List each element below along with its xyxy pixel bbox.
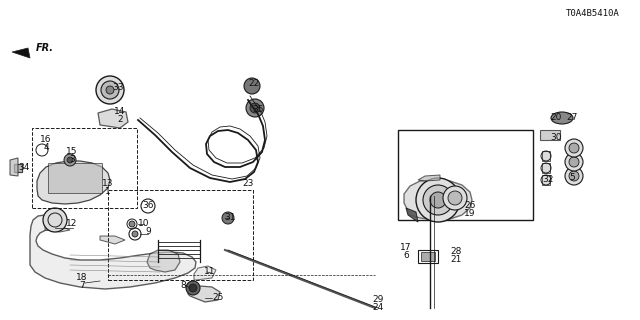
Circle shape xyxy=(186,281,200,295)
Text: 23: 23 xyxy=(243,179,253,188)
Text: 25: 25 xyxy=(212,293,224,302)
Circle shape xyxy=(67,157,73,163)
Text: 34: 34 xyxy=(19,164,29,172)
Polygon shape xyxy=(406,208,418,222)
Polygon shape xyxy=(147,250,180,272)
Text: T0A4B5410A: T0A4B5410A xyxy=(566,10,620,19)
Polygon shape xyxy=(30,215,196,289)
Text: 36: 36 xyxy=(142,201,154,210)
Text: 24: 24 xyxy=(372,302,383,311)
Circle shape xyxy=(106,86,114,94)
Circle shape xyxy=(423,185,453,215)
Polygon shape xyxy=(37,161,110,204)
Circle shape xyxy=(43,208,67,232)
Text: 32: 32 xyxy=(542,175,554,185)
Circle shape xyxy=(416,178,460,222)
Bar xyxy=(48,163,102,193)
Text: 26: 26 xyxy=(464,202,476,211)
Ellipse shape xyxy=(551,112,573,124)
Circle shape xyxy=(96,76,124,104)
Text: 28: 28 xyxy=(451,247,461,257)
Text: 1: 1 xyxy=(105,188,111,196)
Circle shape xyxy=(250,103,260,113)
Text: 9: 9 xyxy=(145,228,151,236)
Circle shape xyxy=(246,99,264,117)
Bar xyxy=(32,128,137,208)
Circle shape xyxy=(101,81,119,99)
Polygon shape xyxy=(14,164,22,172)
Polygon shape xyxy=(98,109,128,128)
Text: 13: 13 xyxy=(102,180,114,188)
Polygon shape xyxy=(421,252,435,261)
Text: 19: 19 xyxy=(464,210,476,219)
Circle shape xyxy=(64,154,76,166)
Circle shape xyxy=(430,192,446,208)
Circle shape xyxy=(569,143,579,153)
Text: 6: 6 xyxy=(403,252,409,260)
Text: 10: 10 xyxy=(138,220,150,228)
Circle shape xyxy=(129,221,135,227)
Text: FR.: FR. xyxy=(36,43,54,53)
Circle shape xyxy=(448,191,462,205)
Bar xyxy=(398,130,533,220)
Text: 8: 8 xyxy=(180,281,186,290)
Text: 29: 29 xyxy=(372,294,384,303)
Polygon shape xyxy=(10,158,18,176)
Circle shape xyxy=(132,231,138,237)
Bar xyxy=(108,190,253,280)
Circle shape xyxy=(244,78,260,94)
Text: 35: 35 xyxy=(252,106,264,115)
Text: 17: 17 xyxy=(400,244,412,252)
Circle shape xyxy=(565,167,583,185)
Text: 2: 2 xyxy=(117,116,123,124)
Polygon shape xyxy=(404,180,472,220)
Polygon shape xyxy=(542,163,550,173)
Circle shape xyxy=(443,186,467,210)
Circle shape xyxy=(569,171,579,181)
Polygon shape xyxy=(542,175,550,185)
Text: 21: 21 xyxy=(451,255,461,265)
Text: 11: 11 xyxy=(204,268,216,276)
Polygon shape xyxy=(12,48,30,58)
Polygon shape xyxy=(188,286,220,302)
Polygon shape xyxy=(194,266,216,280)
Text: 5: 5 xyxy=(569,173,575,182)
Text: 33: 33 xyxy=(112,84,124,92)
Text: 31: 31 xyxy=(224,213,236,222)
Text: 3: 3 xyxy=(69,155,75,164)
Text: 15: 15 xyxy=(67,147,77,156)
Polygon shape xyxy=(540,130,560,140)
Circle shape xyxy=(569,157,579,167)
Text: 7: 7 xyxy=(79,282,85,291)
Text: 22: 22 xyxy=(248,79,260,89)
Polygon shape xyxy=(100,236,125,244)
Text: 27: 27 xyxy=(566,114,578,123)
Circle shape xyxy=(222,212,234,224)
Circle shape xyxy=(189,284,197,292)
Polygon shape xyxy=(418,175,440,181)
Polygon shape xyxy=(542,151,550,161)
Circle shape xyxy=(565,153,583,171)
Text: 12: 12 xyxy=(67,219,77,228)
Text: 30: 30 xyxy=(550,133,562,142)
Text: 20: 20 xyxy=(550,114,562,123)
Polygon shape xyxy=(45,226,70,232)
Text: 14: 14 xyxy=(115,108,125,116)
Text: 4: 4 xyxy=(43,143,49,153)
Circle shape xyxy=(565,139,583,157)
Text: 18: 18 xyxy=(76,274,88,283)
Text: 16: 16 xyxy=(40,135,52,145)
